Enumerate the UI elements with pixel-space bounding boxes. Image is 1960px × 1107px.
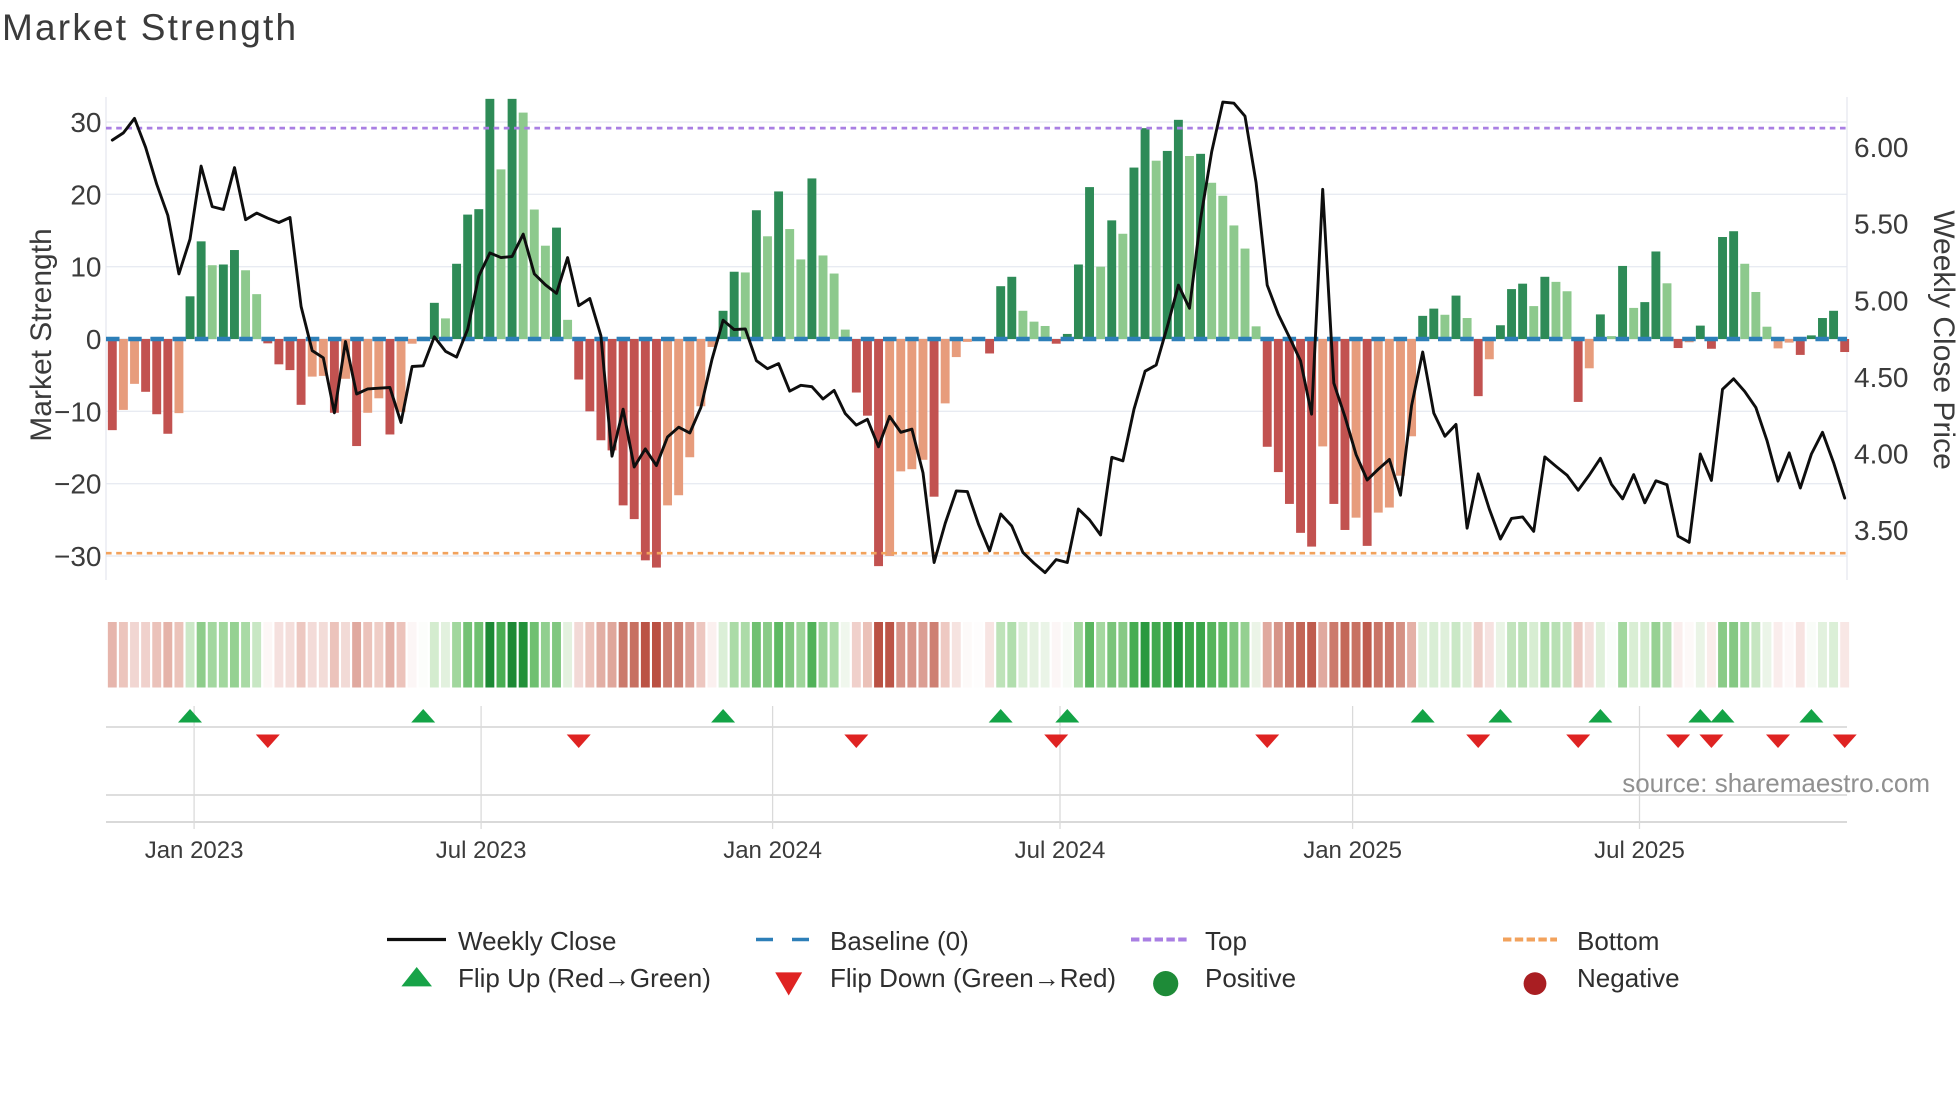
svg-text:−20: −20	[54, 469, 102, 500]
svg-text:5.50: 5.50	[1854, 209, 1909, 240]
svg-text:Jul 2025: Jul 2025	[1594, 837, 1685, 864]
svg-text:Jul 2024: Jul 2024	[1015, 837, 1106, 864]
svg-text:Bottom: Bottom	[1577, 926, 1659, 956]
svg-text:Baseline (0): Baseline (0)	[830, 926, 969, 956]
svg-text:Jul 2023: Jul 2023	[436, 837, 527, 864]
svg-text:Weekly Close Price: Weekly Close Price	[1927, 210, 1960, 470]
svg-text:Positive: Positive	[1205, 963, 1296, 993]
svg-text:Market Strength: Market Strength	[25, 228, 58, 441]
svg-text:Jan 2024: Jan 2024	[723, 837, 822, 864]
svg-text:Negative: Negative	[1577, 963, 1680, 993]
svg-text:6.00: 6.00	[1854, 132, 1909, 163]
svg-text:30: 30	[70, 107, 101, 138]
svg-text:Weekly Close: Weekly Close	[458, 926, 616, 956]
svg-text:10: 10	[70, 252, 101, 283]
svg-text:source: sharemaestro.com: source: sharemaestro.com	[1622, 768, 1930, 798]
svg-text:Top: Top	[1205, 926, 1247, 956]
svg-text:Flip Down (Green→Red): Flip Down (Green→Red)	[830, 963, 1116, 993]
svg-text:20: 20	[70, 179, 101, 210]
svg-text:Flip Up (Red→Green): Flip Up (Red→Green)	[458, 963, 711, 993]
svg-text:Jan 2023: Jan 2023	[145, 837, 244, 864]
svg-text:5.00: 5.00	[1854, 285, 1909, 316]
svg-text:4.00: 4.00	[1854, 439, 1909, 470]
svg-text:Market Strength: Market Strength	[2, 7, 298, 48]
svg-text:3.50: 3.50	[1854, 515, 1909, 546]
svg-text:−30: −30	[54, 541, 102, 572]
svg-text:−10: −10	[54, 396, 102, 427]
svg-text:0: 0	[86, 324, 102, 355]
svg-text:Jan 2025: Jan 2025	[1303, 837, 1402, 864]
svg-text:4.50: 4.50	[1854, 362, 1909, 393]
